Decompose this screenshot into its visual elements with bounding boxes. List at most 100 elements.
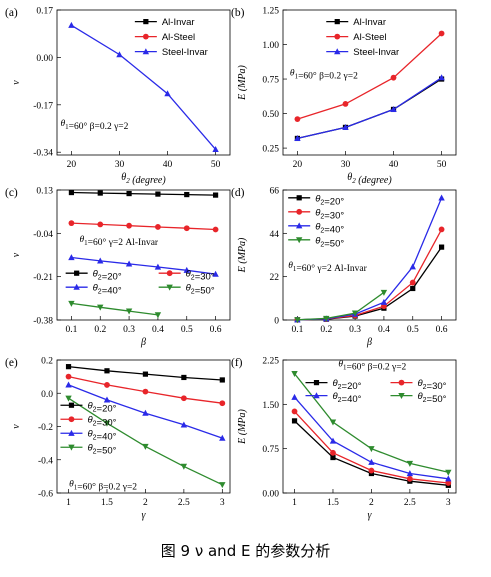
y-tick-label: 0 <box>274 317 279 327</box>
data-point <box>68 220 75 227</box>
data-point <box>104 368 110 374</box>
legend-marker <box>398 393 405 400</box>
data-point <box>368 467 375 474</box>
data-point <box>445 480 452 486</box>
data-point <box>342 123 349 130</box>
data-point <box>212 192 219 198</box>
data-point <box>126 222 132 229</box>
data-point <box>291 393 298 400</box>
chart-panel-a: (a) 20 30 40 50 0.17 0.00 -0.17 -0.34 θ2 (degree)… <box>5 7 231 186</box>
legend-label: θ2=20° <box>315 193 344 207</box>
data-point <box>438 226 445 233</box>
panel-label: (b) <box>231 7 245 19</box>
legend-label: θ2=50° <box>87 443 116 457</box>
data-point <box>409 279 416 286</box>
y-tick-label: 0.13 <box>36 187 53 197</box>
x-tick-label: 2.5 <box>404 498 416 508</box>
parameter-annotation: θ1=60° γ=2 Al-Invar <box>79 235 158 248</box>
panel-label: (c) <box>5 187 18 199</box>
data-point <box>390 106 397 113</box>
data-point <box>65 364 72 370</box>
x-tick-label: 0.1 <box>291 325 303 335</box>
data-point <box>142 409 149 416</box>
series-line <box>71 24 217 150</box>
data-point <box>219 377 225 383</box>
data-point <box>323 315 330 322</box>
x-axis-label: θ2 (degree) <box>347 172 392 186</box>
data-point <box>65 373 72 380</box>
legend-label: θ2=50° <box>417 391 446 405</box>
data-point <box>406 470 414 477</box>
data-point <box>445 469 452 476</box>
data-point <box>116 51 123 58</box>
plot-frame <box>56 189 231 321</box>
legend-label: θ2=20° <box>87 401 116 415</box>
x-tick-label: 0.4 <box>152 325 164 335</box>
data-point <box>164 90 171 97</box>
data-point <box>104 382 110 388</box>
x-tick-label: 0.2 <box>320 325 332 335</box>
data-point <box>368 446 375 453</box>
data-point <box>329 437 337 444</box>
data-point <box>212 226 219 233</box>
data-point <box>154 312 162 319</box>
x-tick-label: 30 <box>341 160 351 170</box>
data-point <box>155 224 161 230</box>
legend-label: θ2=20° <box>93 269 122 283</box>
x-axis-label: γ <box>368 510 373 521</box>
x-tick-label: 0.2 <box>94 325 106 335</box>
x-tick-label: 2 <box>143 498 148 508</box>
data-point <box>142 443 149 450</box>
panel-label: (a) <box>5 7 18 19</box>
data-point <box>438 194 445 201</box>
panel-label: (f) <box>231 357 243 369</box>
y-tick-label: -0.34 <box>33 149 53 159</box>
data-point <box>154 263 162 270</box>
legend-label: Steel-Invar <box>353 47 399 58</box>
plot-frame <box>282 9 457 156</box>
y-tick-label: -0.38 <box>33 317 53 327</box>
legend-marker <box>295 222 303 229</box>
chart-panel-f: (f) 1 1.5 2 2.5 3 0.00 0.75 1.50 2.25 γ E (MPa) θ2=2… <box>231 357 457 521</box>
legend-label: θ2=50° <box>315 235 344 249</box>
y-tick-label: -0.17 <box>33 101 53 111</box>
data-point <box>219 434 226 441</box>
data-point <box>291 370 298 377</box>
data-point <box>390 74 397 81</box>
data-point <box>212 270 219 277</box>
legend-label: θ2=30° <box>315 207 344 221</box>
panel-label: (d) <box>231 187 245 199</box>
data-point <box>125 308 133 315</box>
data-point <box>329 419 337 426</box>
data-point <box>219 400 226 407</box>
y-tick-label: 0.2 <box>41 357 53 367</box>
parameter-annotation: θ1=60° β=0.2 γ=2 <box>60 119 128 132</box>
x-tick-label: 3 <box>220 498 225 508</box>
y-tick-label: -0.4 <box>38 456 53 466</box>
x-axis-label: β <box>140 337 146 348</box>
legend-label: Al-Invar <box>353 17 386 28</box>
data-point <box>68 300 75 307</box>
x-tick-label: 0.5 <box>181 325 193 335</box>
legend-label: Steel-Invar <box>162 47 208 58</box>
legend-marker <box>142 33 149 40</box>
y-tick-label: 0.00 <box>262 490 279 500</box>
chart-panel-d: (d) 0.1 0.2 0.3 0.4 0.5 0.6 0 22 44 66 β E (MPa) θ2=2… <box>231 187 457 348</box>
x-tick-label: 30 <box>115 160 125 170</box>
data-point <box>180 421 188 428</box>
legend-label: θ2=20° <box>332 378 361 392</box>
legend-marker <box>296 208 303 215</box>
legend-label: θ2=40° <box>87 429 116 443</box>
x-axis-label: θ2 (degree) <box>121 172 166 186</box>
data-point <box>103 420 111 427</box>
y-tick-label: 1.50 <box>262 401 279 411</box>
y-axis-label: E (MPa) <box>237 408 248 444</box>
y-tick-label: 0.0 <box>41 390 53 400</box>
x-tick-label: 50 <box>211 160 221 170</box>
x-tick-label: 1 <box>292 498 297 508</box>
legend-label: θ2=40° <box>332 391 361 405</box>
data-point <box>445 475 452 482</box>
data-point <box>97 257 104 264</box>
series-line <box>71 191 216 196</box>
parameter-annotation: θ1=60° β=0.2 γ=2 <box>338 360 406 373</box>
